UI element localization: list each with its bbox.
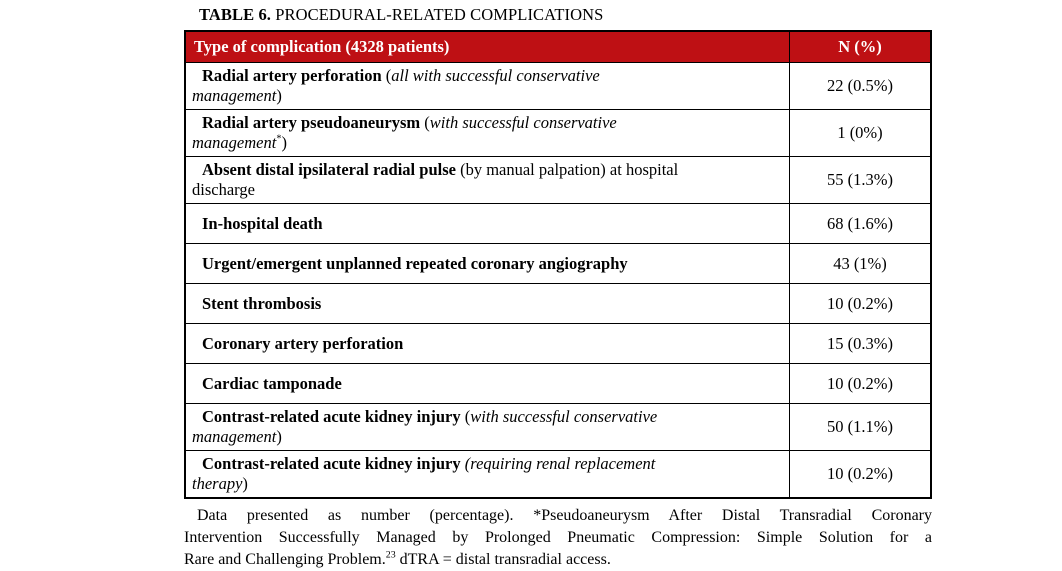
text-segment: Contrast-related acute kidney injury [202,407,461,426]
value-cell: 50 (1.1%) [789,403,932,451]
footnote: Data presented as number (percentage). *… [184,505,932,571]
value-cell: 15 (0.3%) [789,323,932,364]
text-segment: management [192,427,277,446]
footnote-line: Rare and Challenging Problem.23 dTRA = d… [184,549,932,571]
text-segment: ) [276,427,282,446]
text-segment: ) [276,86,282,105]
text-segment: management [192,86,277,105]
text-segment: (by manual palpation) at hospital [455,160,679,179]
value-cell: 43 (1%) [789,243,932,284]
table-row: Coronary artery perforation 15 (0.3%) [184,323,932,364]
value-cell: 55 (1.3%) [789,156,932,204]
text-segment: (requiring renal replacement [464,454,656,473]
table-row: Stent thrombosis 10 (0.2%) [184,283,932,324]
text-segment: with successful conservative [429,113,617,132]
text-segment: Absent distal ipsilateral radial pulse [202,160,456,179]
text-segment: Coronary artery perforation [202,333,404,353]
table-row: Radial artery pseudoaneurysm (with succe… [184,109,932,157]
text-segment: discharge [192,180,255,199]
text-segment: therapy [192,474,243,493]
complication-cell: Radial artery pseudoaneurysm (with succe… [184,109,790,157]
table-row: Radial artery perforation (all with succ… [184,62,932,110]
complication-cell: Coronary artery perforation [184,323,790,364]
complication-cell: Cardiac tamponade [184,363,790,404]
document-page: TABLE 6. PROCEDURAL-RELATED COMPLICATION… [184,5,932,571]
text-segment: Rare and Challenging Problem. [184,551,386,568]
table-row: Absent distal ipsilateral radial pulse (… [184,156,932,204]
complication-cell: In-hospital death [184,203,790,244]
text-segment: management [192,133,277,152]
text-segment: ( [381,66,392,85]
text-segment: with successful conservative [470,407,658,426]
text-segment: Stent thrombosis [202,293,322,313]
text-segment: ) [281,133,287,152]
table-row: Cardiac tamponade 10 (0.2%) [184,363,932,404]
complication-cell: Urgent/emergent unplanned repeated coron… [184,243,790,284]
text-segment: Radial artery pseudoaneurysm [202,113,421,132]
text-segment: 23 [385,549,396,561]
value-cell: 22 (0.5%) [789,62,932,110]
complication-cell: Contrast-related acute kidney injury (re… [184,450,790,499]
footnote-line: Intervention Successfully Managed by Pro… [184,527,932,549]
table-row: Contrast-related acute kidney injury (wi… [184,403,932,451]
text-segment: ( [420,113,430,132]
complications-table: Type of complication (4328 patients) N (… [184,30,932,499]
header-cell-n-percent: N (%) [789,30,932,63]
text-segment: Urgent/emergent unplanned repeated coron… [202,253,628,273]
page-title: TABLE 6. PROCEDURAL-RELATED COMPLICATION… [199,5,932,25]
table-row: In-hospital death 68 (1.6%) [184,203,932,244]
text-segment: Intervention Successfully Managed by Pro… [184,529,932,546]
text-segment: Data presented as number (percentage). *… [197,507,932,524]
text-segment: Contrast-related acute kidney injury [202,454,461,473]
text-segment: all with successful conservative [391,66,600,85]
text-segment: * [276,133,282,145]
text-segment: dTRA = distal transradial access. [395,551,611,568]
header-cell-type-of-complication: Type of complication (4328 patients) [184,30,790,63]
value-cell: 68 (1.6%) [789,203,932,244]
complication-cell: Absent distal ipsilateral radial pulse (… [184,156,790,204]
text-segment: In-hospital death [202,213,323,233]
text-segment: Cardiac tamponade [202,373,342,393]
table-header: Type of complication (4328 patients) N (… [184,30,932,63]
text-segment: Radial artery perforation [202,66,382,85]
text-segment: ( [460,407,471,426]
text-segment: ) [242,474,248,493]
table-header-row: Type of complication (4328 patients) N (… [184,30,932,63]
value-cell: 10 (0.2%) [789,450,932,499]
table-number-label: TABLE 6. [199,5,272,24]
complication-cell: Contrast-related acute kidney injury (wi… [184,403,790,451]
table-row: Contrast-related acute kidney injury (re… [184,450,932,499]
footnote-line: Data presented as number (percentage). *… [184,505,932,527]
complication-cell: Radial artery perforation (all with succ… [184,62,790,110]
value-cell: 10 (0.2%) [789,363,932,404]
value-cell: 10 (0.2%) [789,283,932,324]
table-title-text: PROCEDURAL-RELATED COMPLICATIONS [271,5,604,24]
value-cell: 1 (0%) [789,109,932,157]
table-row: Urgent/emergent unplanned repeated coron… [184,243,932,284]
complication-cell: Stent thrombosis [184,283,790,324]
table-body: Radial artery perforation (all with succ… [184,62,932,499]
